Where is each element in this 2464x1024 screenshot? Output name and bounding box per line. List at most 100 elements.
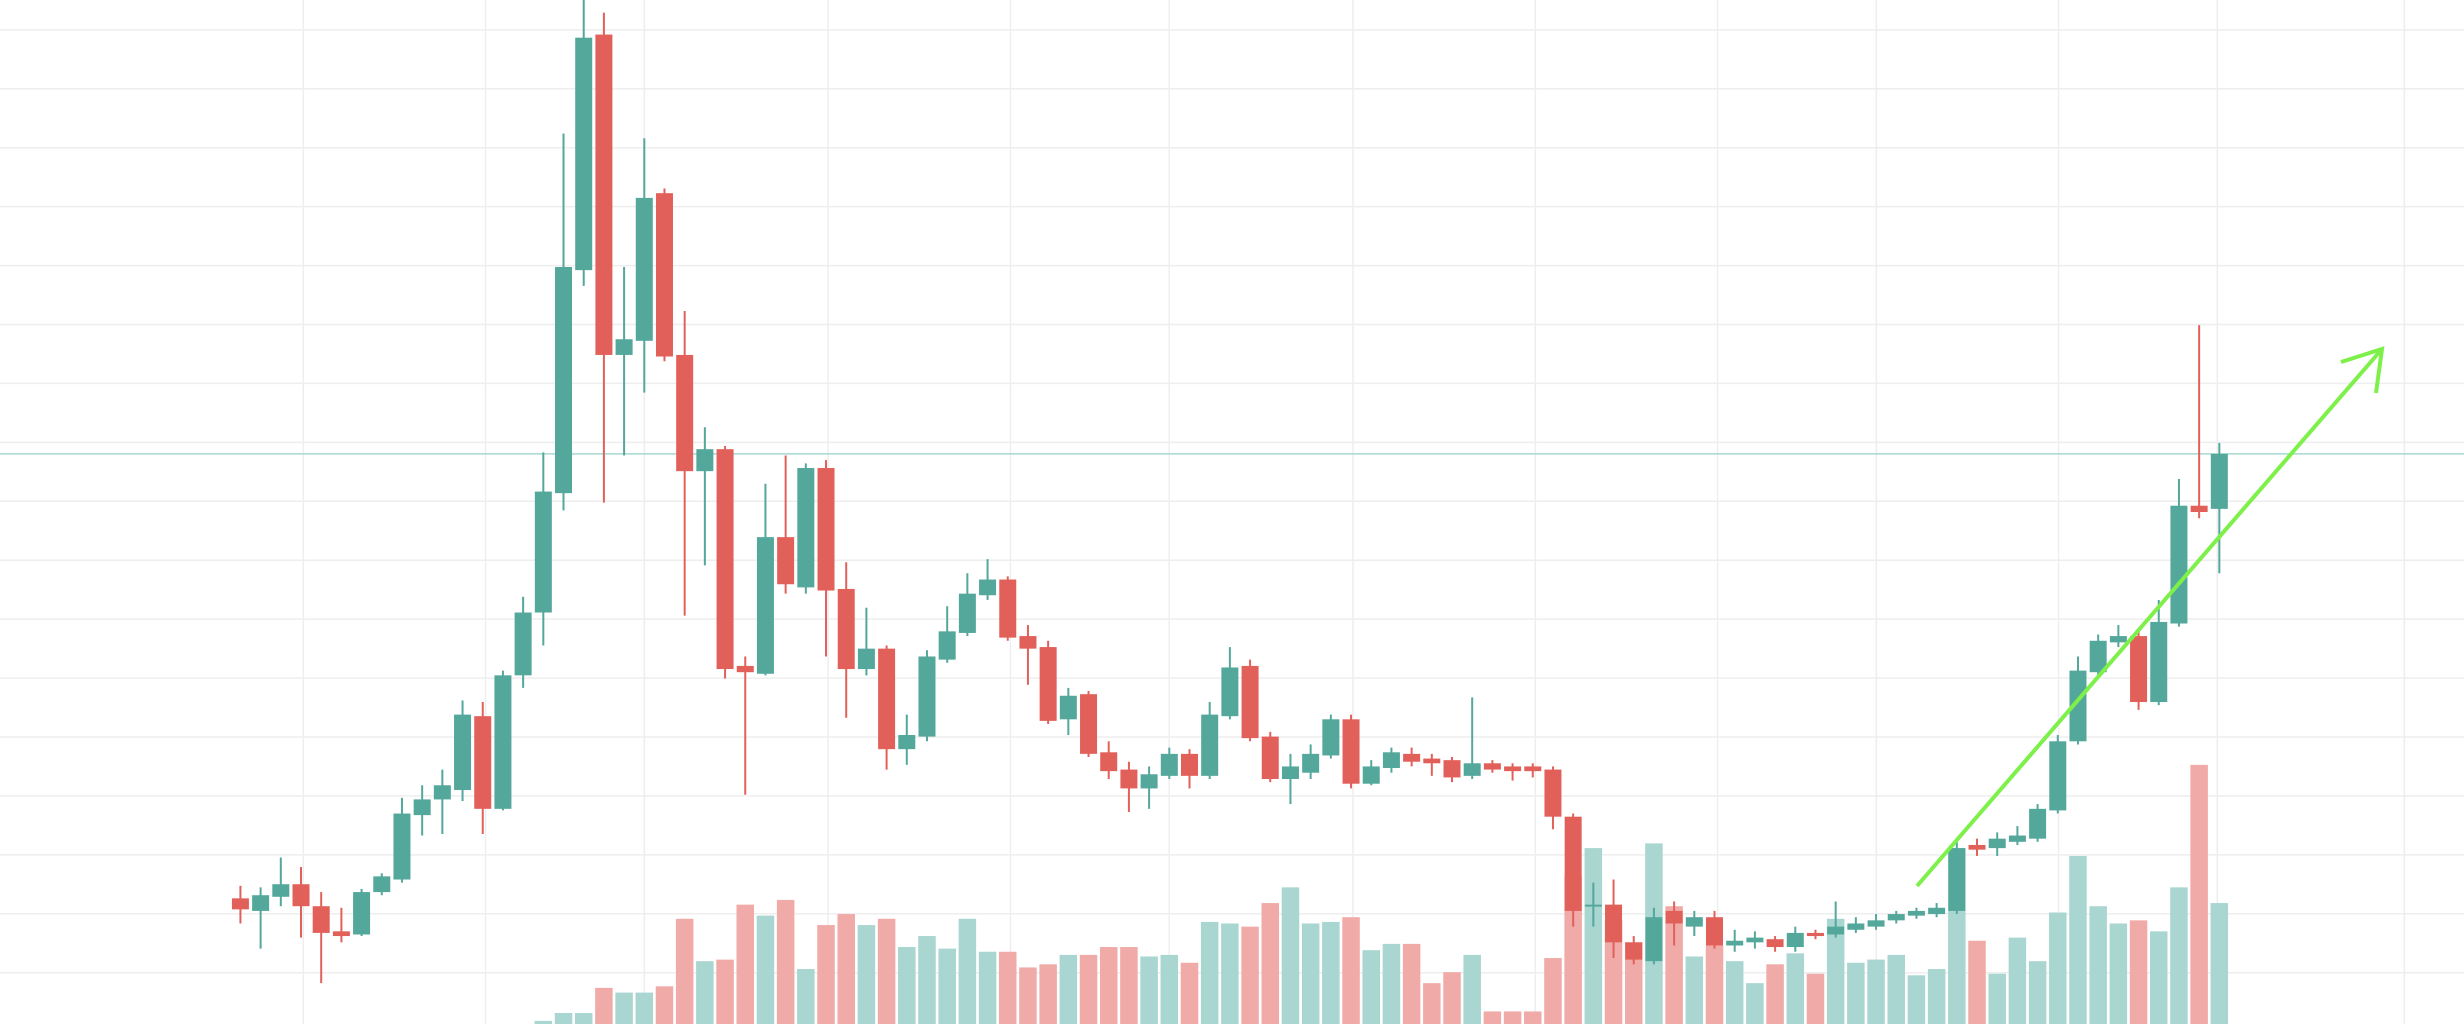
volume-bar xyxy=(1463,954,1481,1024)
volume-bar xyxy=(797,969,815,1024)
volume-bar xyxy=(1725,961,1744,1024)
volume-bar xyxy=(1766,964,1784,1024)
volume-bar xyxy=(837,914,855,1024)
candle-body xyxy=(1907,910,1925,916)
volume-bar xyxy=(736,904,754,1024)
volume-bar xyxy=(1564,876,1582,1024)
volume-bar xyxy=(1241,926,1259,1024)
volume-bar xyxy=(2069,855,2087,1024)
candle-body xyxy=(1100,752,1118,772)
candle-body xyxy=(1201,714,1219,776)
volume-bar xyxy=(938,948,956,1024)
volume-bar xyxy=(595,987,613,1024)
candle-body xyxy=(999,579,1017,638)
candle-body xyxy=(1080,694,1098,754)
volume-bar xyxy=(1443,972,1461,1024)
volume-bar xyxy=(615,992,633,1024)
volume-bar xyxy=(2129,920,2148,1024)
candle-body xyxy=(837,588,855,670)
trend-arrow-head xyxy=(2340,346,2385,394)
candle-body xyxy=(1948,848,1966,911)
candle-body xyxy=(797,468,815,588)
volume-bar xyxy=(1847,962,1865,1024)
volume-bar xyxy=(1503,1011,1522,1024)
volume-bar xyxy=(1342,917,1360,1024)
candle-body xyxy=(454,714,472,790)
candle-body xyxy=(332,931,350,937)
candle-body xyxy=(1847,923,1865,930)
volume-bar xyxy=(1988,973,2006,1024)
candle-body xyxy=(898,735,916,750)
candle-body xyxy=(1281,766,1299,779)
candle-body xyxy=(1140,774,1158,789)
volume-bar xyxy=(1867,959,1885,1024)
volume-bar xyxy=(635,992,654,1024)
volume-bar xyxy=(1301,923,1320,1024)
volume-bar xyxy=(1887,954,1905,1024)
candle-body xyxy=(1120,769,1138,789)
candle-body xyxy=(1362,766,1380,784)
candle-body xyxy=(756,537,774,674)
candle-body xyxy=(312,906,330,933)
candle-body xyxy=(736,665,754,673)
volume-bar xyxy=(696,961,714,1024)
volume-bar xyxy=(1180,962,1199,1024)
volume-bar xyxy=(1099,947,1118,1024)
candle-body xyxy=(1726,940,1744,946)
volume-bar xyxy=(2190,764,2208,1024)
volume-bar xyxy=(918,936,936,1024)
candle-body xyxy=(979,579,997,596)
candle-layer xyxy=(231,0,2228,984)
candle-body xyxy=(2170,505,2188,624)
candle-body xyxy=(878,648,896,750)
candle-body xyxy=(393,813,411,880)
candle-body xyxy=(252,895,270,911)
volume-bar xyxy=(1059,954,1078,1024)
candle-body xyxy=(1544,769,1562,817)
candle-body xyxy=(1806,932,1824,937)
candle-body xyxy=(1443,760,1461,778)
candle-body xyxy=(595,34,613,355)
volume-bar xyxy=(1584,848,1603,1024)
candle-body xyxy=(1665,910,1683,924)
volume-bar xyxy=(2049,912,2067,1024)
candle-body xyxy=(2109,636,2127,643)
volume-layer xyxy=(534,764,2229,1024)
volume-bar xyxy=(1544,958,1562,1024)
volume-bar xyxy=(958,918,977,1024)
candle-body xyxy=(1827,926,1845,935)
volume-bar xyxy=(857,925,876,1024)
volume-bar xyxy=(999,951,1017,1024)
volume-bar xyxy=(1221,923,1239,1024)
candle-body xyxy=(1302,753,1320,773)
candle-body xyxy=(474,716,492,809)
candle-body xyxy=(555,266,573,494)
candle-body xyxy=(2049,741,2067,811)
candle-body xyxy=(1039,647,1057,721)
candle-body xyxy=(575,37,593,271)
volume-bar xyxy=(1281,887,1300,1024)
candle-body xyxy=(615,339,633,355)
volume-bar xyxy=(2028,961,2047,1024)
candle-body xyxy=(433,785,451,800)
candle-body xyxy=(1887,914,1905,921)
volume-bar xyxy=(1907,975,1926,1024)
volume-bar xyxy=(2109,923,2128,1024)
candle-body xyxy=(292,884,310,907)
volume-bar xyxy=(898,947,916,1024)
volume-bar xyxy=(817,925,835,1024)
candle-body xyxy=(2130,636,2148,703)
volume-bar xyxy=(1120,947,1138,1024)
candle-body xyxy=(1403,753,1421,762)
volume-bar xyxy=(1624,942,1643,1024)
candle-body xyxy=(1766,939,1784,948)
volume-bar xyxy=(2210,903,2229,1024)
candle-body xyxy=(1605,904,1623,943)
volume-bar xyxy=(1806,973,1825,1024)
candle-body xyxy=(494,675,512,809)
candle-body xyxy=(413,799,431,816)
candle-body xyxy=(676,354,694,472)
volume-bar xyxy=(1402,943,1421,1024)
